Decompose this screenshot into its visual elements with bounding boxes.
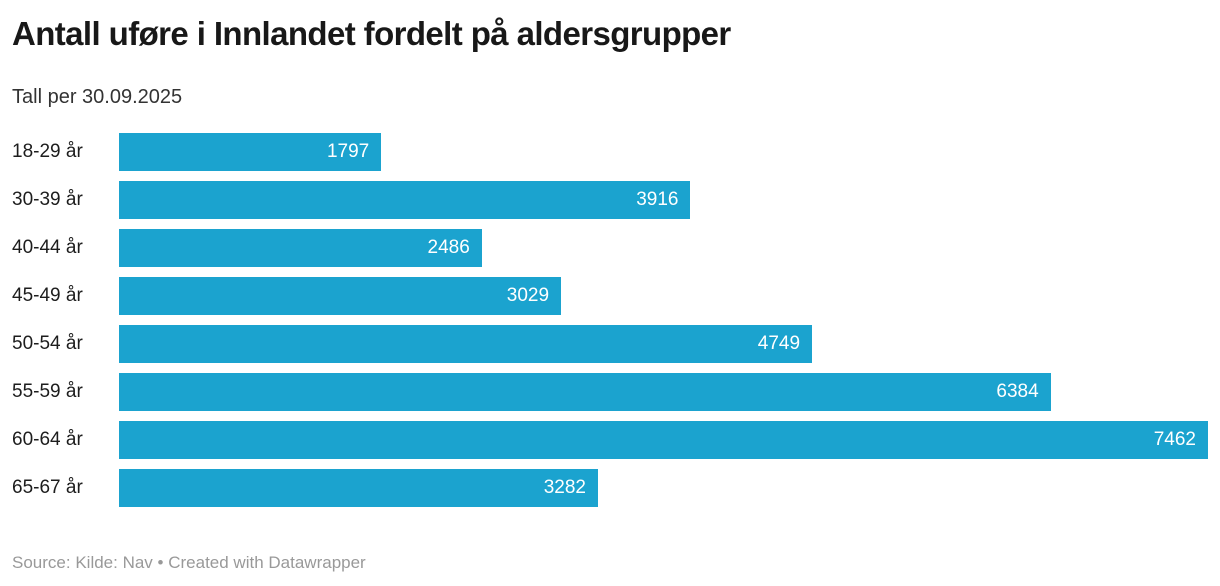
bar-track: 4749 [119,325,1208,363]
bar-row: 60-64 år 7462 [12,421,1208,459]
bar-row: 45-49 år 3029 [12,277,1208,315]
bar[interactable]: 4749 [119,325,813,363]
source-line: Source: Kilde: Nav • Created with Datawr… [12,552,1208,573]
value-label: 3029 [506,285,550,306]
bar-track: 2486 [119,229,1208,267]
bar-track: 3282 [119,469,1208,507]
bar[interactable]: 7462 [119,421,1208,459]
bar-row: 65-67 år 3282 [12,469,1208,507]
value-label: 3916 [636,189,679,210]
bar-track: 3029 [119,277,1208,315]
category-label: 50-54 år [12,333,83,354]
category-label: 45-49 år [12,285,83,306]
bar-rows: 18-29 år 1797 30-39 år 3916 40-44 år 248… [12,133,1208,507]
bar[interactable]: 1797 [119,133,382,171]
bar-track: 7462 [119,421,1208,459]
bar-row: 50-54 år 4749 [12,325,1208,363]
bar[interactable]: 2486 [119,229,482,267]
value-label: 6384 [996,381,1039,402]
chart-title: Antall uføre i Innlandet fordelt på alde… [12,15,731,52]
value-label: 4749 [757,333,801,354]
bar[interactable]: 3916 [119,181,691,219]
datawrapper-attribution-link[interactable]: Created with Datawrapper [168,553,366,572]
category-label: 40-44 år [12,237,83,258]
category-label: 18-29 år [12,141,83,162]
bar[interactable]: 3282 [119,469,598,507]
category-label: 55-59 år [12,381,83,402]
source-label: Source: [12,553,71,572]
separator-dot: • [157,553,164,572]
value-label: 1797 [326,141,370,162]
category-label: 30-39 år [12,189,83,210]
bar-track: 1797 [119,133,1208,171]
value-label: 3282 [543,477,586,498]
bar[interactable]: 6384 [119,373,1051,411]
chart-subtitle: Tall per 30.09.2025 [12,86,183,108]
bar-track: 6384 [119,373,1208,411]
bar-track: 3916 [119,181,1208,219]
category-label: 65-67 år [12,477,83,498]
bar-row: 18-29 år 1797 [12,133,1208,171]
bar-row: 55-59 år 6384 [12,373,1208,411]
bar-row: 30-39 år 3916 [12,181,1208,219]
value-label: 2486 [427,237,470,258]
value-label: 7462 [1153,429,1196,450]
source-text: Kilde: Nav [75,553,153,572]
bar[interactable]: 3029 [119,277,562,315]
category-label: 60-64 år [12,429,83,450]
bar-row: 40-44 år 2486 [12,229,1208,267]
